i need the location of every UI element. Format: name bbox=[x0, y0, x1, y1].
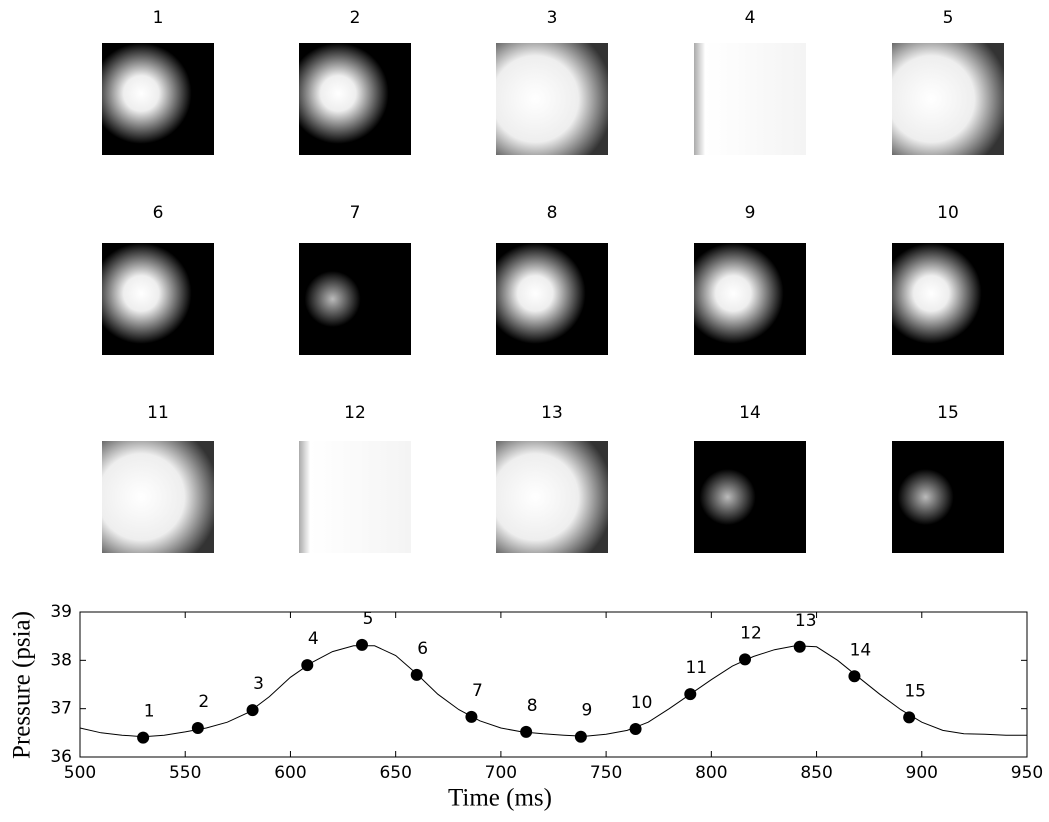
x-tick-label: 900 bbox=[906, 763, 938, 783]
x-tick-label: 650 bbox=[379, 763, 411, 783]
point-marker bbox=[848, 670, 861, 683]
y-tick-label: 37 bbox=[50, 699, 72, 719]
x-tick-label: 950 bbox=[1011, 763, 1043, 783]
frame-label: 9 bbox=[745, 203, 756, 223]
point-label: 6 bbox=[417, 639, 428, 659]
point-label: 3 bbox=[253, 674, 264, 694]
x-tick-label: 800 bbox=[695, 763, 727, 783]
y-tick-label: 39 bbox=[50, 602, 72, 622]
point-marker bbox=[793, 640, 806, 653]
point-marker bbox=[137, 731, 150, 744]
x-tick-label: 850 bbox=[800, 763, 832, 783]
frame-image bbox=[892, 43, 1004, 155]
frame-image bbox=[694, 43, 806, 155]
point-label: 15 bbox=[904, 681, 926, 701]
frame-image bbox=[102, 243, 214, 355]
point-label: 8 bbox=[527, 696, 538, 716]
frame-image bbox=[496, 441, 608, 553]
x-axis-label: Time (ms) bbox=[448, 785, 552, 812]
frame-label: 4 bbox=[745, 8, 756, 28]
point-marker bbox=[574, 730, 587, 743]
point-label: 2 bbox=[198, 692, 209, 712]
frame-label: 8 bbox=[547, 203, 558, 223]
point-marker bbox=[739, 653, 752, 666]
point-marker bbox=[301, 659, 314, 672]
frame-label: 5 bbox=[943, 8, 954, 28]
point-marker bbox=[465, 710, 478, 723]
frame-label: 14 bbox=[739, 403, 761, 423]
frame-label: 7 bbox=[350, 203, 361, 223]
frame-image bbox=[892, 441, 1004, 553]
x-tick-label: 500 bbox=[64, 763, 96, 783]
x-tick-label: 750 bbox=[590, 763, 622, 783]
y-axis-label: Pressure (psia) bbox=[9, 611, 36, 759]
frame-label: 1 bbox=[153, 8, 164, 28]
point-label: 9 bbox=[581, 701, 592, 721]
x-tick-label: 600 bbox=[274, 763, 306, 783]
y-tick-label: 38 bbox=[50, 650, 72, 670]
frame-label: 2 bbox=[350, 8, 361, 28]
point-marker bbox=[355, 638, 368, 651]
point-marker bbox=[191, 722, 204, 734]
frame-image bbox=[102, 43, 214, 155]
x-tick-label: 700 bbox=[485, 763, 517, 783]
point-label: 12 bbox=[740, 623, 762, 643]
frame-image bbox=[299, 243, 411, 355]
plot-frame bbox=[79, 611, 1028, 758]
frame-image bbox=[102, 441, 214, 553]
point-marker bbox=[520, 725, 533, 738]
point-label: 13 bbox=[795, 611, 817, 631]
frame-label: 6 bbox=[153, 203, 164, 223]
frame-label: 11 bbox=[147, 403, 169, 423]
point-label: 10 bbox=[631, 693, 653, 713]
point-label: 7 bbox=[472, 681, 483, 701]
point-label: 4 bbox=[308, 629, 319, 649]
point-marker bbox=[410, 668, 423, 681]
point-label: 11 bbox=[685, 658, 707, 678]
frame-image bbox=[496, 243, 608, 355]
x-tick-label: 550 bbox=[169, 763, 201, 783]
frame-image bbox=[299, 43, 411, 155]
frame-image bbox=[694, 441, 806, 553]
pressure-line bbox=[79, 645, 1027, 738]
point-marker bbox=[684, 688, 697, 701]
frame-image bbox=[694, 243, 806, 355]
frame-image bbox=[496, 43, 608, 155]
point-marker bbox=[246, 704, 259, 717]
point-label: 1 bbox=[144, 702, 155, 722]
point-marker bbox=[629, 722, 642, 735]
point-label: 14 bbox=[850, 640, 872, 660]
frame-label: 15 bbox=[937, 403, 959, 423]
point-label: 5 bbox=[363, 609, 374, 629]
frame-image bbox=[299, 441, 411, 553]
frame-label: 13 bbox=[541, 403, 563, 423]
frame-label: 10 bbox=[937, 203, 959, 223]
frame-image bbox=[892, 243, 1004, 355]
frame-label: 3 bbox=[547, 8, 558, 28]
y-tick-label: 36 bbox=[50, 747, 72, 767]
point-marker bbox=[903, 711, 916, 724]
frame-label: 12 bbox=[344, 403, 366, 423]
